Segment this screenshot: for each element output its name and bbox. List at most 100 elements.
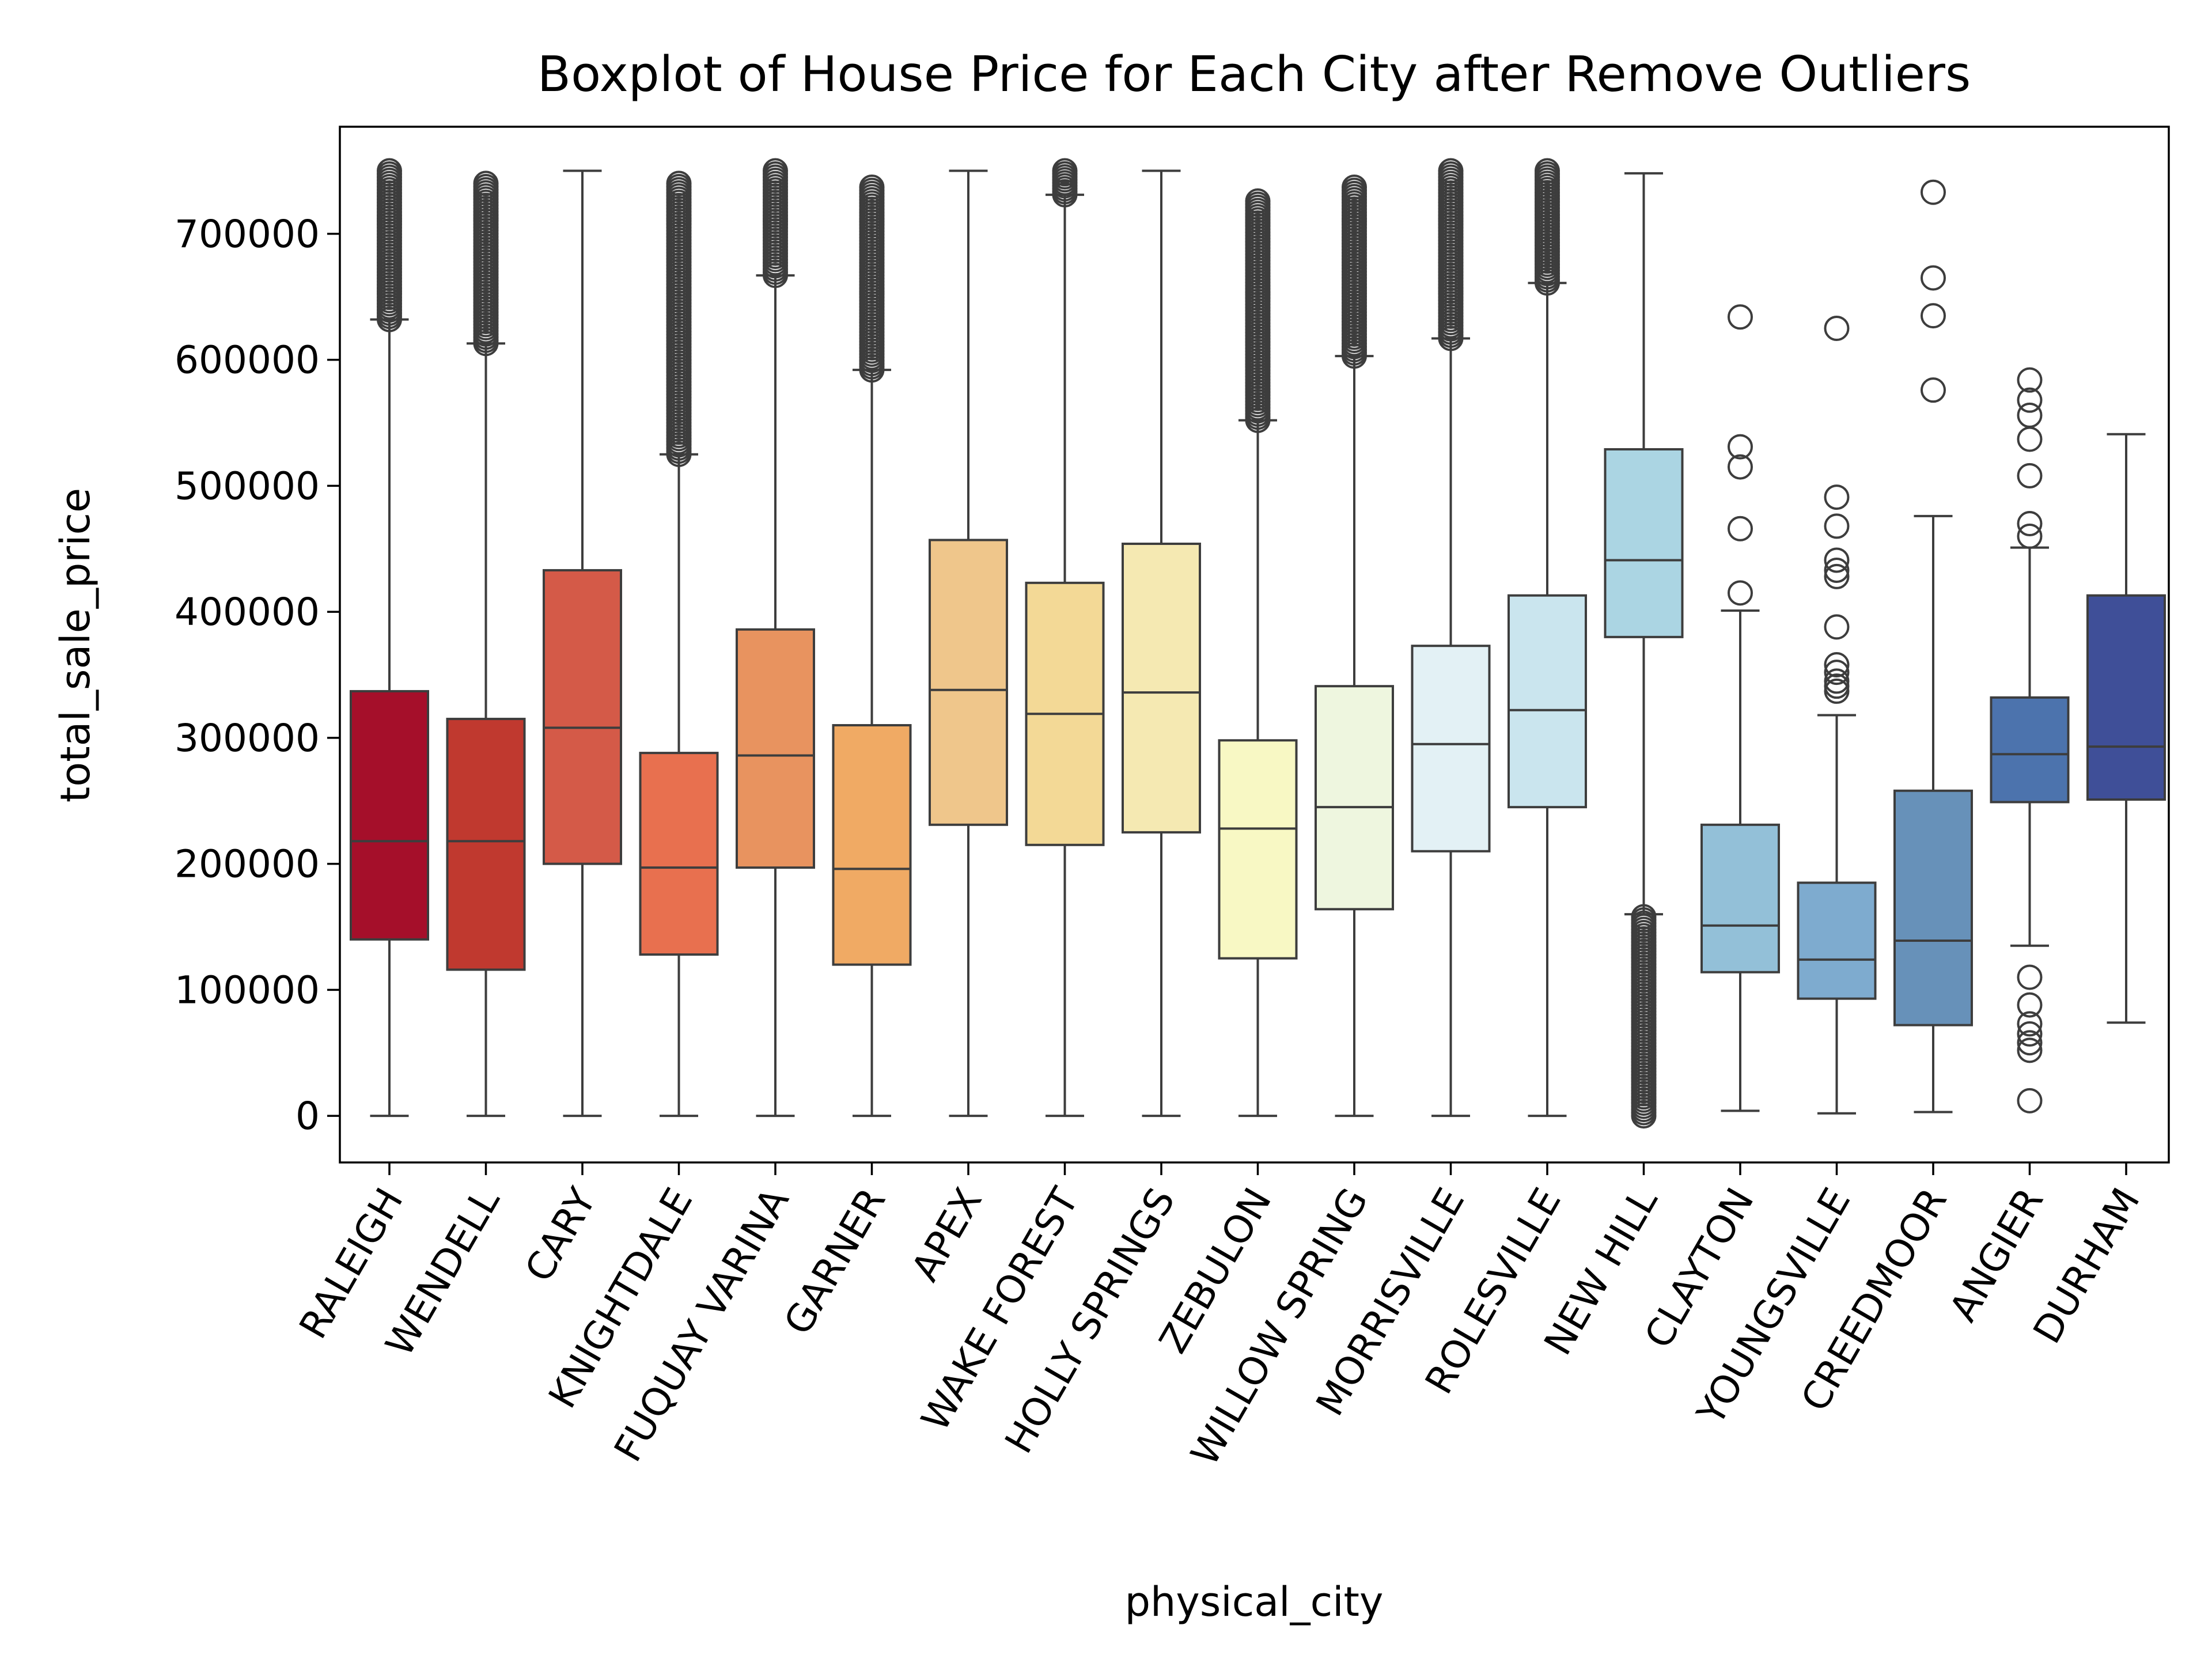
box-clayton bbox=[1700, 304, 1780, 1112]
iqr-box bbox=[446, 718, 526, 971]
iqr-box bbox=[639, 752, 719, 956]
box-wendell bbox=[446, 171, 526, 1118]
x-tick-label-fuquay-varina: FUQUAY VARINA bbox=[605, 1181, 798, 1469]
y-tick-label: 100000 bbox=[175, 968, 320, 1012]
outlier-point bbox=[859, 174, 885, 200]
iqr-box bbox=[1315, 685, 1394, 911]
outlier-point bbox=[1824, 315, 1850, 341]
box-apex bbox=[929, 169, 1008, 1118]
y-tick-label: 200000 bbox=[175, 842, 320, 887]
y-tick-label: 300000 bbox=[175, 716, 320, 760]
box-angier bbox=[1990, 367, 2070, 1113]
outlier-point bbox=[2017, 964, 2043, 990]
y-tick-label: 400000 bbox=[175, 590, 320, 634]
x-tick-label-willow-spring: WILLOW SPRING bbox=[1182, 1181, 1377, 1474]
box-raleigh bbox=[350, 158, 429, 1118]
outlier-point bbox=[1921, 265, 1946, 291]
y-tick-label: 600000 bbox=[175, 338, 320, 382]
box-wake-forest bbox=[1025, 158, 1105, 1118]
box-fuquay-varina bbox=[736, 158, 815, 1118]
outlier-point bbox=[2017, 1088, 2043, 1113]
y-axis-label: total_sale_price bbox=[52, 488, 99, 802]
iqr-box bbox=[1893, 789, 1973, 1027]
x-tick-label-apex: APEX bbox=[903, 1181, 991, 1289]
outlier-point bbox=[1824, 673, 1850, 699]
iqr-box bbox=[1797, 881, 1877, 1000]
box-cary bbox=[543, 169, 622, 1118]
outlier-point bbox=[1728, 454, 1753, 480]
iqr-box bbox=[1122, 543, 1201, 834]
iqr-box bbox=[832, 724, 912, 966]
y-tick-label: 700000 bbox=[175, 212, 320, 256]
box-durham bbox=[2086, 433, 2166, 1024]
outlier-point bbox=[763, 158, 788, 184]
outlier-point bbox=[1824, 563, 1850, 589]
outlier-point bbox=[1921, 303, 1946, 329]
box-zebulon bbox=[1218, 188, 1298, 1118]
outlier-point bbox=[1824, 652, 1850, 677]
outlier-point bbox=[1052, 158, 1078, 184]
outlier-point bbox=[2017, 387, 2043, 413]
outlier-point bbox=[2017, 1030, 2043, 1056]
iqr-box bbox=[543, 569, 622, 865]
box-willow-spring bbox=[1315, 174, 1394, 1118]
plot-area-frame bbox=[339, 126, 2170, 1164]
boxes-layer bbox=[350, 158, 2166, 1129]
outlier-point bbox=[1824, 668, 1850, 694]
iqr-box bbox=[1700, 823, 1780, 974]
outlier-point bbox=[2017, 1037, 2043, 1063]
y-axis: 0 100000 200000 300000 400000 500000 600000 700… bbox=[175, 212, 340, 1138]
outlier-point bbox=[1921, 377, 1946, 403]
outlier-point bbox=[666, 171, 692, 196]
outlier-point bbox=[1535, 158, 1560, 184]
outlier-point bbox=[2017, 402, 2043, 428]
iqr-box bbox=[1604, 448, 1684, 638]
outlier-point bbox=[1824, 513, 1850, 539]
iqr-box bbox=[1508, 594, 1587, 809]
outlier-point bbox=[473, 171, 499, 196]
outlier-point bbox=[1824, 557, 1850, 583]
x-axis-label: physical_city bbox=[1125, 1578, 1384, 1626]
outlier-point bbox=[1824, 484, 1850, 510]
box-knightdale bbox=[639, 171, 719, 1118]
iqr-box bbox=[350, 690, 429, 941]
outlier-point bbox=[2017, 511, 2043, 537]
box-youngsville bbox=[1797, 315, 1877, 1115]
outlier-point bbox=[1631, 904, 1657, 930]
outlier-point bbox=[1728, 516, 1753, 541]
box-new-hill bbox=[1604, 172, 1684, 1129]
outlier-point bbox=[2017, 992, 2043, 1018]
outlier-point bbox=[2017, 426, 2043, 452]
box-morrisville bbox=[1411, 158, 1491, 1118]
y-tick-label: 0 bbox=[296, 1094, 320, 1138]
outlier-point bbox=[1921, 179, 1946, 205]
x-tick-label-cary: CARY bbox=[517, 1180, 605, 1289]
iqr-box bbox=[1218, 739, 1298, 960]
iqr-box bbox=[1411, 645, 1491, 853]
x-tick-label-angier: ANGIER bbox=[1941, 1181, 2052, 1329]
outlier-point bbox=[2017, 523, 2043, 549]
box-rolesville bbox=[1508, 158, 1587, 1118]
outlier-point bbox=[1728, 434, 1753, 460]
iqr-box bbox=[1990, 696, 2070, 804]
outlier-point bbox=[2017, 367, 2043, 393]
outlier-point bbox=[1245, 188, 1271, 214]
outlier-point bbox=[1728, 580, 1753, 606]
box-garner bbox=[832, 174, 912, 1118]
outlier-point bbox=[1824, 547, 1850, 573]
iqr-box bbox=[929, 539, 1008, 826]
outlier-point bbox=[2017, 1011, 2043, 1037]
iqr-box bbox=[2086, 594, 2166, 801]
outlier-point bbox=[1438, 158, 1464, 184]
outlier-point bbox=[1824, 660, 1850, 685]
box-holly-springs bbox=[1122, 169, 1201, 1118]
outlier-point bbox=[2017, 463, 2043, 488]
outlier-point bbox=[377, 158, 402, 184]
outlier-point bbox=[2017, 1021, 2043, 1047]
box-creedmoor bbox=[1893, 179, 1973, 1113]
y-tick-label: 500000 bbox=[175, 464, 320, 508]
iqr-box bbox=[736, 628, 815, 869]
outlier-point bbox=[1824, 614, 1850, 640]
